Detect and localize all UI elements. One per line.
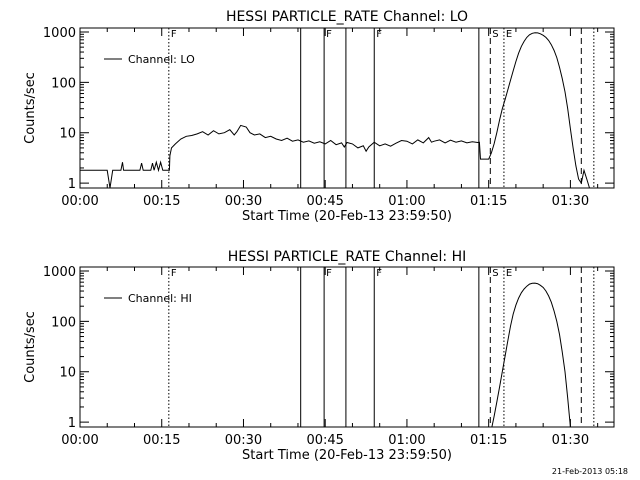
marker-label: E bbox=[506, 29, 512, 40]
x-tick-label: 00:15 bbox=[143, 194, 180, 209]
series-line bbox=[491, 282, 571, 427]
x-tick-label: 01:30 bbox=[552, 194, 589, 209]
marker-label: S bbox=[492, 268, 498, 279]
x-tick-label: 01:15 bbox=[470, 194, 507, 209]
chart-panel-hi: HESSI PARTICLE_RATE Channel: HI 1 10 100 100… bbox=[23, 249, 615, 463]
y-tick-label: 1000 bbox=[43, 265, 76, 280]
x-axis-label: Start Time (20-Feb-13 23:59:50) bbox=[242, 209, 452, 224]
y-tick-label: 1 bbox=[68, 416, 76, 431]
marker-label: E bbox=[506, 268, 512, 279]
marker-label: F bbox=[326, 29, 332, 40]
y-tick-label: 1 bbox=[68, 177, 76, 192]
marker-label: F bbox=[376, 268, 382, 279]
x-axis-label: Start Time (20-Feb-13 23:59:50) bbox=[242, 448, 452, 463]
x-tick-label: 00:30 bbox=[225, 433, 262, 448]
x-tick-label: 01:00 bbox=[388, 433, 425, 448]
marker-label: F bbox=[326, 268, 332, 279]
series-line bbox=[80, 32, 590, 188]
chart-title: HESSI PARTICLE_RATE Channel: HI bbox=[228, 249, 466, 265]
y-tick-label: 100 bbox=[51, 315, 76, 330]
marker-label: F bbox=[171, 268, 177, 279]
x-tick-label: 00:45 bbox=[306, 194, 343, 209]
plot-frame bbox=[79, 266, 615, 428]
x-tick-label: 00:45 bbox=[306, 433, 343, 448]
x-tick-label: 00:30 bbox=[225, 194, 262, 209]
marker-label: S bbox=[492, 29, 498, 40]
y-tick-label: 10 bbox=[59, 366, 76, 381]
legend-label: Channel: HI bbox=[128, 292, 192, 305]
footer-timestamp: 21-Feb-2013 05:18 bbox=[551, 467, 628, 476]
x-tick-label: 01:30 bbox=[552, 433, 589, 448]
y-tick-label: 100 bbox=[51, 76, 76, 91]
legend-label: Channel: LO bbox=[128, 53, 195, 66]
x-tick-label: 01:00 bbox=[388, 194, 425, 209]
marker-label: F bbox=[171, 29, 177, 40]
chart-panel-lo: HESSI PARTICLE_RATE Channel: LO 1 10 100 100… bbox=[23, 9, 615, 224]
y-axis-label: Counts/sec bbox=[23, 311, 38, 383]
y-axis-label: Counts/sec bbox=[23, 72, 38, 144]
x-tick-label: 01:15 bbox=[470, 433, 507, 448]
y-tick-label: 10 bbox=[59, 127, 76, 142]
plot-frame bbox=[79, 27, 615, 189]
x-tick-label: 00:00 bbox=[61, 433, 98, 448]
y-tick-label: 1000 bbox=[43, 26, 76, 41]
x-tick-label: 00:15 bbox=[143, 433, 180, 448]
marker-label: F bbox=[376, 29, 382, 40]
chart-title: HESSI PARTICLE_RATE Channel: LO bbox=[226, 9, 468, 25]
x-tick-label: 00:00 bbox=[61, 194, 98, 209]
